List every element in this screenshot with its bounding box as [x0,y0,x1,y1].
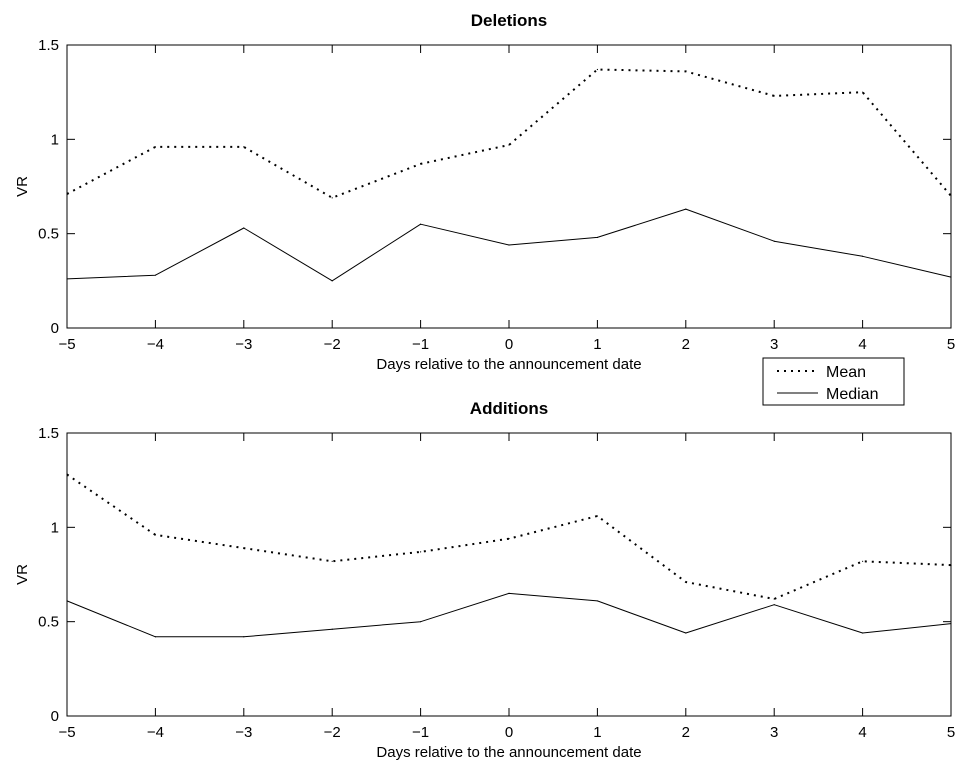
deletions-x-tick-label: 3 [770,336,778,353]
additions-mean-point [508,538,510,540]
deletions-median-point [862,255,864,257]
additions-x-tick-label: 3 [770,724,778,741]
additions-x-tick-label: 1 [593,724,601,741]
deletions-mean-point [773,95,775,97]
deletions-x-axis-label: Days relative to the announcement date [376,356,641,373]
additions-median-point [420,621,422,623]
deletions-median-point [950,276,952,278]
additions-median-point [596,600,599,602]
additions-y-tick-label: 0.5 [38,614,59,631]
additions-y-tick-label: 1 [51,519,59,536]
deletions-mean-point [243,146,245,148]
additions-mean-point [950,564,952,566]
additions-x-tick-label: 0 [505,724,513,741]
additions-mean-point [420,551,422,553]
additions-x-tick-label: −3 [235,724,252,741]
deletions-x-tick-label: 0 [505,336,513,353]
deletions-median-point [331,280,333,282]
deletions-mean-point [685,70,687,73]
additions-x-tick-label: −1 [412,724,429,741]
additions-mean-point [596,515,599,517]
deletions-median-point [596,236,599,239]
deletions-median-point [685,208,687,210]
deletions-x-tick-label: 5 [947,336,955,353]
additions-median-point [331,628,333,630]
deletions-median-point [773,240,775,242]
deletions-y-tick-label: 1 [51,131,59,148]
deletions-mean-point [331,197,333,199]
deletions-median-point [420,223,422,225]
additions-mean-point [243,547,245,549]
deletions-x-tick-label: −4 [147,336,164,353]
deletions-mean-point [154,146,156,148]
deletions-median-point [66,278,68,280]
deletions-median-point [243,227,245,229]
additions-chart-title: Additions [470,399,548,418]
additions-y-tick-label: 1.5 [38,425,59,442]
additions-panel: −5 −4 −3 −2 −1 0 1 2 3 4 5 0 0.5 1 1.5 Additions Days re… [14,399,955,761]
additions-x-tick-label: 5 [947,724,955,741]
deletions-mean-point [420,163,422,165]
deletions-x-tick-label: −3 [235,336,252,353]
deletions-mean-point [508,144,510,146]
additions-y-axis-label: VR [14,564,31,585]
additions-median-point [508,592,510,594]
deletions-median-point [508,244,510,246]
deletions-x-tick-label: −1 [412,336,429,353]
deletions-y-tick-label: 0 [51,320,59,337]
deletions-median-point [154,274,156,276]
additions-x-tick-label: 4 [858,724,866,741]
deletions-y-tick-label: 1.5 [38,37,59,54]
legend-box [762,357,905,406]
additions-mean-point [154,534,156,536]
additions-mean-point [331,560,333,562]
additions-x-tick-label: −2 [324,724,341,741]
additions-y-tick-label: 0 [51,708,59,725]
additions-median-point [685,632,687,634]
additions-median-point [862,632,864,634]
additions-x-tick-label: −5 [58,724,75,741]
deletions-y-axis-label: VR [14,176,31,197]
deletions-mean-point [950,195,952,197]
deletions-x-tick-label: −5 [58,336,75,353]
additions-median-point [243,636,245,638]
deletions-mean-point [66,193,68,195]
additions-median-point [66,600,68,602]
deletions-x-tick-label: 2 [682,336,690,353]
additions-median-point [773,604,775,606]
additions-median-point [950,622,952,625]
additions-x-tick-label: 2 [682,724,690,741]
deletions-chart-title: Deletions [471,11,548,30]
additions-median-point [154,636,156,638]
legend-mean-label: Mean [826,364,866,381]
chart-legend: Mean Median [762,357,905,406]
legend-median-label: Median [826,386,878,403]
additions-mean-point [66,473,68,476]
deletions-mean-point [596,68,599,71]
additions-mean-point [685,581,687,583]
additions-mean-point [862,560,864,562]
deletions-mean-point [862,91,864,93]
additions-x-axis-label: Days relative to the announcement date [376,744,641,761]
deletions-y-tick-label: 0.5 [38,226,59,243]
additions-x-tick-label: −4 [147,724,164,741]
deletions-x-tick-label: −2 [324,336,341,353]
deletions-x-tick-label: 1 [593,336,601,353]
deletions-panel: −5 −4 −3 −2 −1 0 1 2 3 4 5 0 0.5 1 1.5 Deletions Days re… [14,11,955,373]
deletions-x-tick-label: 4 [858,336,866,353]
additions-mean-point [773,598,775,600]
